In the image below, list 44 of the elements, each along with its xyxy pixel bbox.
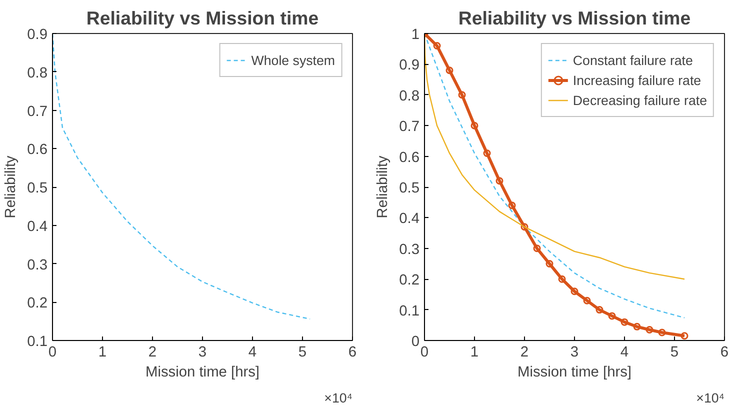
y-tick-label: 0.7 (399, 119, 420, 136)
x-tick-label: 5 (298, 344, 307, 360)
x-axis-title: Mission time [hrs] (145, 364, 260, 380)
y-axis-title: Reliability (375, 154, 392, 218)
chart-title: Reliability vs Mission time (458, 8, 691, 28)
y-axis-title: Reliability (3, 154, 20, 218)
x-axis-title: Mission time [hrs] (517, 364, 632, 380)
y-tick-label: 0.5 (399, 180, 420, 196)
x-tick-label: 3 (570, 344, 579, 360)
x-tick-label: 2 (148, 344, 157, 360)
y-tick-label: 0.7 (27, 104, 48, 120)
x-tick-label: 6 (348, 344, 357, 360)
y-tick-label: 0.8 (399, 88, 420, 104)
y-tick-label: 0.3 (399, 242, 420, 258)
y-tick-label: 0.9 (27, 27, 48, 43)
y-tick-label: 0.6 (27, 142, 48, 158)
legend-label: Decreasing failure rate (572, 92, 707, 108)
chart-title: Reliability vs Mission time (86, 8, 319, 28)
y-tick-label: 0.4 (27, 218, 48, 235)
legend-label: Constant failure rate (572, 52, 693, 68)
x-tick-label: 1 (470, 344, 479, 360)
y-tick-label: 0.5 (27, 180, 48, 196)
text: ×10⁴ (324, 390, 353, 406)
y-tick-label: 0.9 (399, 58, 420, 74)
x-tick-label: 3 (198, 344, 207, 360)
x-tick-label: 2 (520, 344, 529, 360)
y-tick-label: 0.4 (399, 211, 420, 228)
legend-label: Whole system (251, 52, 335, 68)
y-tick-label: 1 (411, 27, 420, 43)
text: ×10⁴ (696, 390, 725, 406)
y-tick-label: 0.6 (399, 150, 420, 166)
y-tick-label: 0.8 (27, 65, 48, 82)
x-tick-label: 1 (98, 344, 107, 360)
y-tick-label: 0.2 (27, 296, 48, 312)
y-tick-label: 0 (411, 334, 420, 350)
x-tick-label: 5 (670, 344, 679, 360)
x-tick-label: 4 (248, 344, 257, 360)
y-tick-label: 0.3 (27, 257, 48, 274)
legend-label: Increasing failure rate (572, 72, 702, 88)
y-tick-label: 0.1 (399, 303, 420, 320)
y-tick-label: 0.1 (27, 334, 48, 350)
y-tick-label: 0.2 (399, 272, 420, 289)
x-tick-label: 4 (620, 344, 629, 360)
x-tick-label: 6 (720, 344, 729, 360)
